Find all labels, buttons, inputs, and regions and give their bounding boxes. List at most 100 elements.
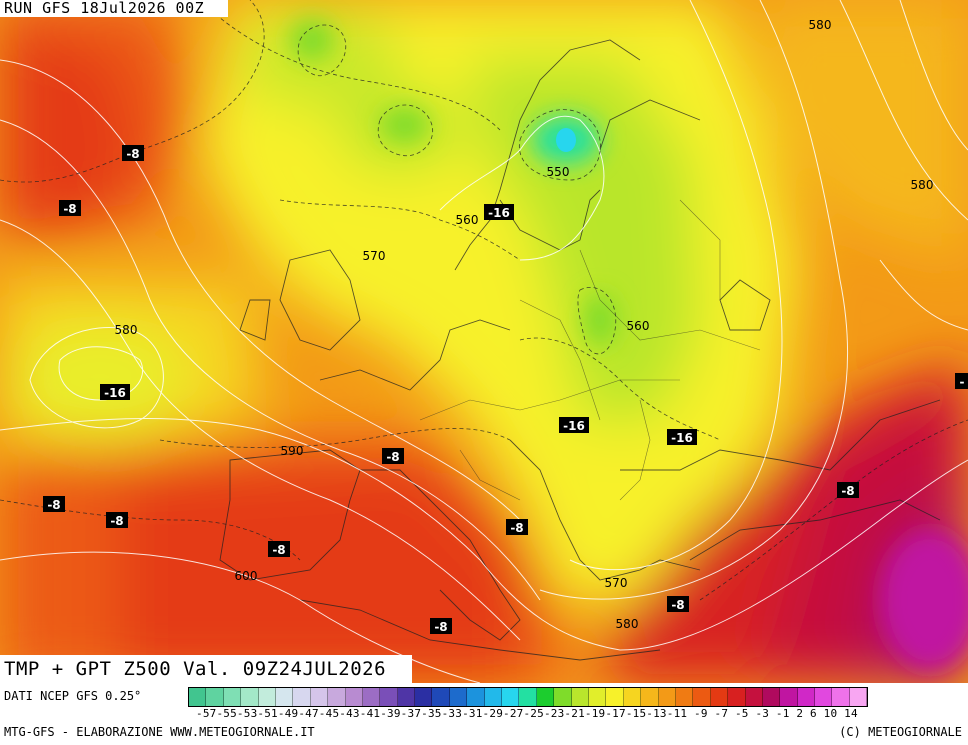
geopotential-label-text: 600 xyxy=(235,569,258,583)
temperature-label: -8 xyxy=(382,448,404,464)
temperature-label: -16 xyxy=(100,384,130,400)
geopotential-label: 570 xyxy=(605,576,628,590)
geopotential-label-text: 580 xyxy=(809,18,832,32)
geopotential-label: 590 xyxy=(281,444,304,458)
geopotential-label-text: 580 xyxy=(616,617,639,631)
color-swatch xyxy=(554,688,572,706)
temperature-label: -16 xyxy=(667,429,697,445)
geopotential-label-text: 560 xyxy=(456,213,479,227)
geopotential-label: 580 xyxy=(616,617,639,631)
temperature-geopotential-map: 580 550 580 560 570 560 580 590 600 570 580 -8 -8 -1… xyxy=(0,0,968,683)
color-swatch xyxy=(467,688,485,706)
color-swatch xyxy=(519,688,537,706)
color-swatch xyxy=(623,688,642,706)
color-swatch xyxy=(536,688,555,706)
temperature-label-text: -8 xyxy=(510,521,523,535)
temperature-label-text: -8 xyxy=(126,147,139,161)
temperature-label-text: -8 xyxy=(841,484,854,498)
geopotential-label: 570 xyxy=(363,249,386,263)
temperature-scale-ticks: -57-55-53-51-49-47-45-43-41-39-37-35-33-… xyxy=(196,707,858,720)
map-title: TMP + GPT Z500 Val. 09Z24JUL2026 xyxy=(0,655,412,683)
color-swatch xyxy=(189,688,207,706)
color-swatch xyxy=(849,688,868,706)
geopotential-label: 580 xyxy=(809,18,832,32)
temperature-label: -8 xyxy=(430,618,452,634)
color-swatch xyxy=(571,688,589,706)
temperature-label-text: - xyxy=(960,375,965,389)
temperature-label: -8 xyxy=(837,482,859,498)
color-swatch xyxy=(432,688,450,706)
color-swatch xyxy=(484,688,503,706)
footer-legend: DATI NCEP GFS 0.25° -57-55-53-51-49-47-4… xyxy=(0,683,968,745)
color-swatch xyxy=(328,688,346,706)
color-swatch xyxy=(223,688,242,706)
color-swatch xyxy=(310,688,329,706)
color-swatch xyxy=(641,688,659,706)
geopotential-label-text: 580 xyxy=(115,323,138,337)
color-swatch xyxy=(502,688,520,706)
color-swatch xyxy=(397,688,416,706)
geopotential-label-text: 550 xyxy=(547,165,570,179)
temperature-label: - xyxy=(955,373,968,389)
temperature-color-scale xyxy=(188,687,869,707)
temperature-label-text: -8 xyxy=(63,202,76,216)
temperature-label: -8 xyxy=(667,596,689,612)
temperature-label-text: -16 xyxy=(104,386,126,400)
color-swatch xyxy=(728,688,746,706)
color-swatch xyxy=(241,688,259,706)
temperature-label: -8 xyxy=(506,519,528,535)
color-swatch xyxy=(815,688,833,706)
geopotential-label-text: 560 xyxy=(627,319,650,333)
color-swatch xyxy=(832,688,850,706)
temperature-label-text: -8 xyxy=(110,514,123,528)
color-swatch xyxy=(449,688,468,706)
geopotential-label-text: 570 xyxy=(605,576,628,590)
temperature-label: -8 xyxy=(268,541,290,557)
color-swatch xyxy=(588,688,607,706)
color-swatch xyxy=(293,688,311,706)
weather-map: 580 550 580 560 570 560 580 590 600 570 580 -8 -8 -1… xyxy=(0,0,968,683)
color-swatch xyxy=(693,688,711,706)
geopotential-label: 580 xyxy=(115,323,138,337)
geopotential-label-text: 590 xyxy=(281,444,304,458)
color-swatch xyxy=(345,688,363,706)
temperature-label: -8 xyxy=(59,200,81,216)
color-swatch xyxy=(658,688,676,706)
color-swatch xyxy=(606,688,624,706)
color-swatch xyxy=(258,688,276,706)
color-swatch xyxy=(762,688,781,706)
geopotential-label-text: 580 xyxy=(911,178,934,192)
geopotential-label: 600 xyxy=(235,569,258,583)
color-swatch xyxy=(380,688,398,706)
credit-right: (C) METEOGIORNALE xyxy=(839,725,962,739)
temperature-label: -8 xyxy=(122,145,144,161)
credit-left: MTG-GFS - ELABORAZIONE WWW.METEOGIORNALE… xyxy=(4,725,315,739)
temperature-label-text: -8 xyxy=(671,598,684,612)
geopotential-label: 560 xyxy=(456,213,479,227)
temperature-label-text: -16 xyxy=(488,206,510,220)
temperature-label-text: -16 xyxy=(563,419,585,433)
color-swatch xyxy=(797,688,816,706)
color-swatch xyxy=(362,688,381,706)
temperature-label: -8 xyxy=(43,496,65,512)
color-swatch xyxy=(275,688,294,706)
temperature-label-text: -8 xyxy=(434,620,447,634)
color-swatch xyxy=(675,688,694,706)
run-label: RUN GFS 18Jul2026 00Z xyxy=(0,0,229,17)
geopotential-label: 560 xyxy=(627,319,650,333)
color-swatch xyxy=(710,688,729,706)
temperature-label: -8 xyxy=(106,512,128,528)
data-source-label: DATI NCEP GFS 0.25° xyxy=(4,689,142,703)
geopotential-label-text: 570 xyxy=(363,249,386,263)
color-swatch xyxy=(206,688,224,706)
temperature-label: -16 xyxy=(484,204,514,220)
temperature-label-text: -8 xyxy=(386,450,399,464)
geopotential-label: 580 xyxy=(911,178,934,192)
temperature-label: -16 xyxy=(559,417,589,433)
temperature-label-text: -8 xyxy=(47,498,60,512)
color-swatch xyxy=(780,688,798,706)
temperature-label-text: -8 xyxy=(272,543,285,557)
temperature-label-text: -16 xyxy=(671,431,693,445)
color-swatch xyxy=(415,688,433,706)
geopotential-label: 550 xyxy=(547,165,570,179)
